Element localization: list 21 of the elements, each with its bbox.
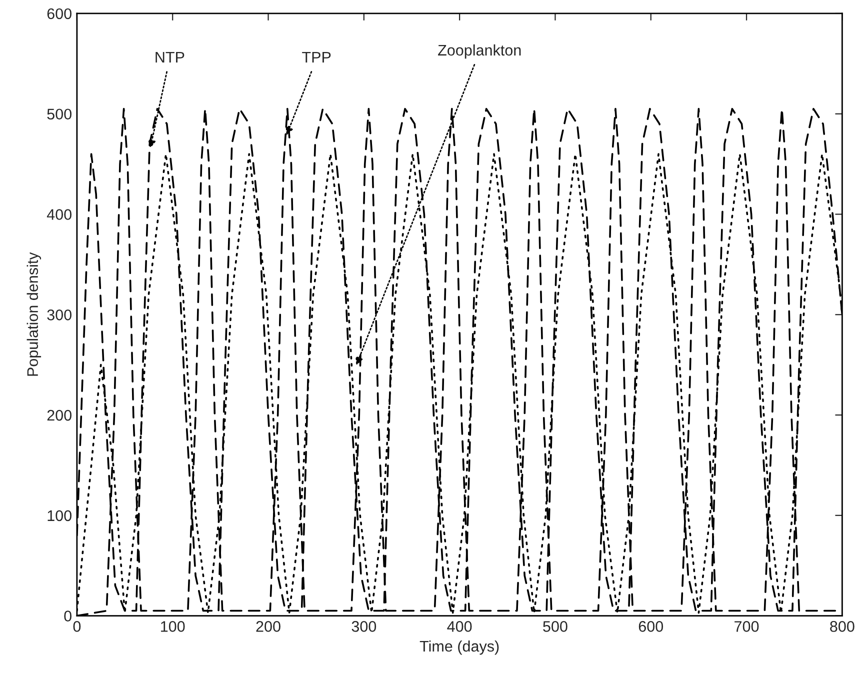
x-tick-label: 300 xyxy=(352,621,376,632)
y-tick-label: 300 xyxy=(47,309,72,320)
y-tick-label: 600 xyxy=(47,8,72,20)
y-tick-label: 100 xyxy=(48,510,72,522)
x-tick-label: 800 xyxy=(830,621,854,632)
x-tick-label: 200 xyxy=(256,621,280,632)
x-tick-label: 100 xyxy=(161,621,185,632)
x-tick-label: 400 xyxy=(447,621,472,632)
x-tick-label: 500 xyxy=(543,621,568,632)
y-tick-label: 0 xyxy=(64,610,72,622)
x-tick-label: 700 xyxy=(734,621,759,632)
x-tick-label: 0 xyxy=(73,621,81,632)
annotation: TPP xyxy=(302,52,331,62)
y-tick-label: 500 xyxy=(47,108,72,120)
y-tick-label: 200 xyxy=(47,410,72,421)
annotation: NTP xyxy=(156,52,184,62)
y-tick-label: 400 xyxy=(46,209,72,220)
x-axis-title: Time (days) xyxy=(420,640,499,655)
y-axis-title: Population density xyxy=(26,252,42,376)
x-tick-label: 600 xyxy=(638,621,664,632)
annotation: Zooplankton xyxy=(438,44,521,59)
